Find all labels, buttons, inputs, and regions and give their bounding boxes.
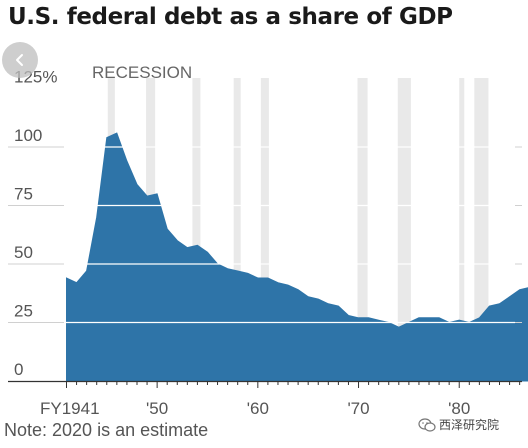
back-button[interactable] [2, 42, 38, 78]
recession-band [233, 78, 241, 381]
recession-label: RECESSION [92, 63, 192, 82]
watermark: 西泽研究院 [418, 416, 499, 433]
x-tick-label: '70 [347, 399, 369, 418]
x-tick-label: FY1941 [40, 399, 100, 418]
chart-title: U.S. federal debt as a share of GDP [8, 4, 453, 30]
debt-area [66, 132, 528, 382]
y-tick-label: 100 [14, 126, 42, 145]
tick-labels: 0255075100125%FY1941'50'60'70'80'902000'… [14, 63, 470, 418]
chart-note: Note: 2020 is an estimate [4, 420, 209, 440]
recession-band [192, 78, 201, 381]
recession-band [260, 78, 269, 381]
chevron-left-icon [16, 54, 23, 66]
recession-band [357, 78, 368, 381]
x-tick-label: '80 [448, 399, 470, 418]
recession-band [459, 78, 465, 381]
gridlines [8, 146, 522, 324]
watermark-text: 西泽研究院 [439, 418, 500, 432]
y-tick-label: 75 [14, 185, 33, 204]
x-tick-label: '60 [247, 399, 269, 418]
x-axis [8, 380, 522, 388]
wechat-icon [418, 417, 436, 432]
recession-band [474, 78, 489, 381]
y-tick-label: 50 [14, 243, 33, 262]
x-tick-label: '50 [146, 399, 168, 418]
y-tick-label: 25 [14, 302, 33, 321]
y-tick-label: 0 [14, 360, 23, 379]
recession-band [397, 78, 411, 381]
debt-area-series [66, 132, 528, 382]
